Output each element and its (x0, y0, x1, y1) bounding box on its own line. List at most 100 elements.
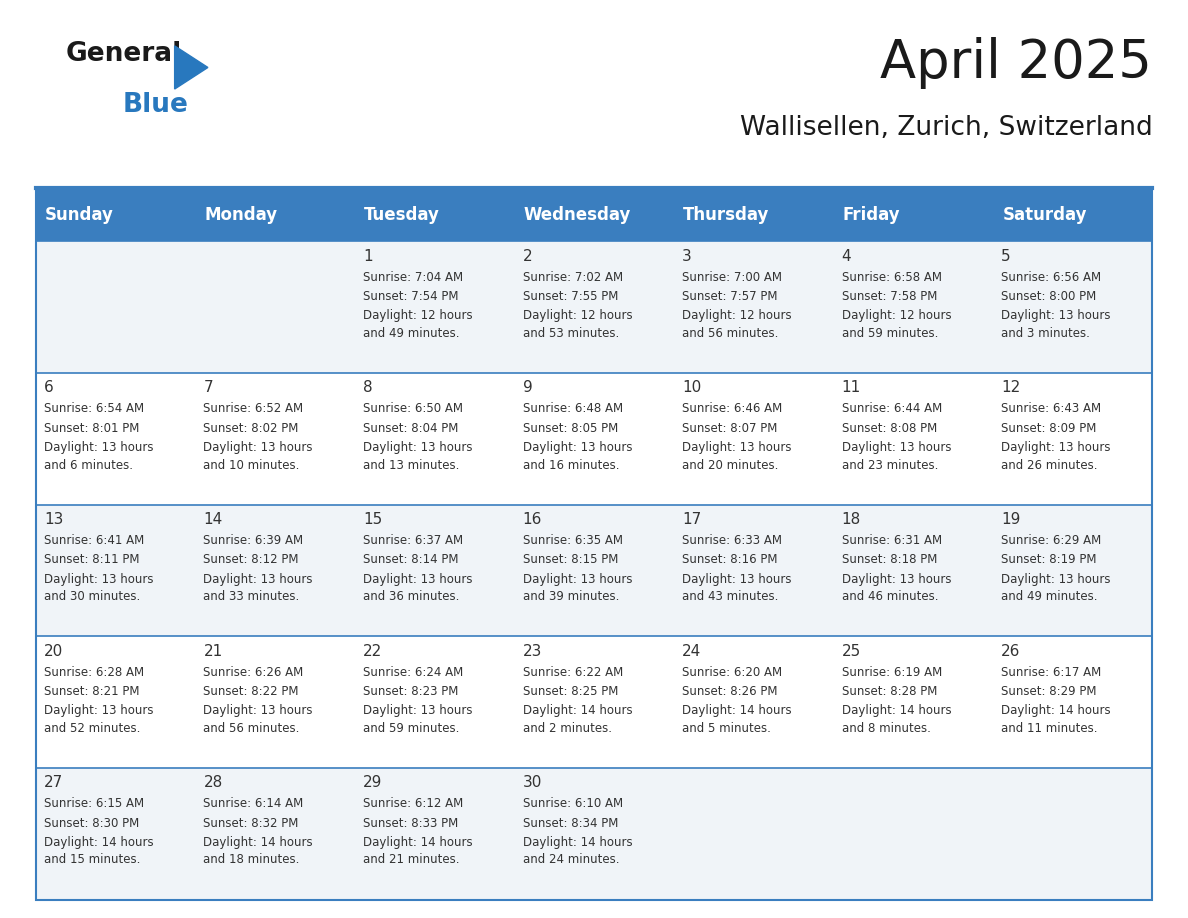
Text: Sunrise: 7:04 AM: Sunrise: 7:04 AM (364, 271, 463, 284)
Bar (195, 373, 355, 505)
Text: Daylight: 13 hours
and 26 minutes.: Daylight: 13 hours and 26 minutes. (1001, 441, 1111, 472)
Text: Daylight: 14 hours
and 11 minutes.: Daylight: 14 hours and 11 minutes. (1001, 704, 1111, 734)
Text: Sunrise: 6:35 AM: Sunrise: 6:35 AM (523, 534, 623, 547)
Text: Daylight: 13 hours
and 56 minutes.: Daylight: 13 hours and 56 minutes. (203, 704, 312, 734)
Text: Daylight: 13 hours
and 3 minutes.: Daylight: 13 hours and 3 minutes. (1001, 309, 1111, 340)
Text: Sunset: 8:32 PM: Sunset: 8:32 PM (203, 817, 299, 830)
Text: General: General (65, 41, 182, 67)
Text: Sunrise: 6:44 AM: Sunrise: 6:44 AM (841, 402, 942, 416)
Text: Sunset: 8:18 PM: Sunset: 8:18 PM (841, 554, 937, 566)
Text: Sunset: 8:21 PM: Sunset: 8:21 PM (44, 685, 139, 698)
Bar (674, 373, 833, 505)
Text: Sunset: 8:26 PM: Sunset: 8:26 PM (682, 685, 778, 698)
Bar (674, 768, 833, 900)
Text: Sunset: 8:14 PM: Sunset: 8:14 PM (364, 554, 459, 566)
Text: Sunrise: 6:52 AM: Sunrise: 6:52 AM (203, 402, 304, 416)
Text: Friday: Friday (842, 206, 901, 224)
Bar (36, 768, 195, 900)
Bar (36, 188, 1152, 900)
Text: Daylight: 12 hours
and 49 minutes.: Daylight: 12 hours and 49 minutes. (364, 309, 473, 340)
Text: Sunset: 8:12 PM: Sunset: 8:12 PM (203, 554, 299, 566)
Text: 24: 24 (682, 644, 701, 659)
Bar (833, 768, 993, 900)
Text: Daylight: 13 hours
and 39 minutes.: Daylight: 13 hours and 39 minutes. (523, 573, 632, 603)
Text: Daylight: 13 hours
and 59 minutes.: Daylight: 13 hours and 59 minutes. (364, 704, 473, 734)
Text: 29: 29 (364, 776, 383, 790)
Text: Sunset: 8:29 PM: Sunset: 8:29 PM (1001, 685, 1097, 698)
Bar (993, 241, 1152, 373)
Text: 16: 16 (523, 512, 542, 527)
Text: Daylight: 12 hours
and 53 minutes.: Daylight: 12 hours and 53 minutes. (523, 309, 632, 340)
Text: Sunset: 8:02 PM: Sunset: 8:02 PM (203, 421, 299, 435)
Text: Blue: Blue (122, 92, 188, 118)
Bar (195, 505, 355, 636)
Text: Daylight: 13 hours
and 30 minutes.: Daylight: 13 hours and 30 minutes. (44, 573, 153, 603)
Text: Sunrise: 6:50 AM: Sunrise: 6:50 AM (364, 402, 463, 416)
Text: Sunset: 8:07 PM: Sunset: 8:07 PM (682, 421, 777, 435)
Text: Sunrise: 6:29 AM: Sunrise: 6:29 AM (1001, 534, 1101, 547)
Bar (36, 373, 195, 505)
Text: Sunrise: 6:14 AM: Sunrise: 6:14 AM (203, 798, 304, 811)
Text: 27: 27 (44, 776, 63, 790)
Bar (514, 636, 674, 768)
Text: 21: 21 (203, 644, 222, 659)
Text: 22: 22 (364, 644, 383, 659)
Text: Sunset: 7:54 PM: Sunset: 7:54 PM (364, 290, 459, 303)
Text: 18: 18 (841, 512, 861, 527)
Text: 9: 9 (523, 380, 532, 396)
Text: Sunrise: 6:22 AM: Sunrise: 6:22 AM (523, 666, 623, 678)
Text: Sunrise: 6:10 AM: Sunrise: 6:10 AM (523, 798, 623, 811)
Bar (674, 505, 833, 636)
Bar (355, 636, 514, 768)
Polygon shape (175, 46, 208, 89)
Text: Daylight: 14 hours
and 2 minutes.: Daylight: 14 hours and 2 minutes. (523, 704, 632, 734)
Text: Daylight: 13 hours
and 20 minutes.: Daylight: 13 hours and 20 minutes. (682, 441, 791, 472)
Text: Sunset: 8:30 PM: Sunset: 8:30 PM (44, 817, 139, 830)
Bar (195, 768, 355, 900)
Text: 3: 3 (682, 249, 691, 263)
Text: Sunset: 8:08 PM: Sunset: 8:08 PM (841, 421, 937, 435)
Bar (674, 241, 833, 373)
Bar (993, 636, 1152, 768)
Text: Daylight: 13 hours
and 16 minutes.: Daylight: 13 hours and 16 minutes. (523, 441, 632, 472)
Text: 20: 20 (44, 644, 63, 659)
Bar (833, 241, 993, 373)
Bar (993, 373, 1152, 505)
Text: Sunrise: 6:56 AM: Sunrise: 6:56 AM (1001, 271, 1101, 284)
Text: Sunset: 8:15 PM: Sunset: 8:15 PM (523, 554, 618, 566)
Text: Sunset: 8:22 PM: Sunset: 8:22 PM (203, 685, 299, 698)
Text: Sunset: 8:11 PM: Sunset: 8:11 PM (44, 554, 139, 566)
Text: Sunset: 8:05 PM: Sunset: 8:05 PM (523, 421, 618, 435)
Text: Sunset: 7:58 PM: Sunset: 7:58 PM (841, 290, 937, 303)
Text: Sunset: 8:09 PM: Sunset: 8:09 PM (1001, 421, 1097, 435)
Text: Daylight: 13 hours
and 36 minutes.: Daylight: 13 hours and 36 minutes. (364, 573, 473, 603)
Bar (355, 373, 514, 505)
Bar (833, 373, 993, 505)
Text: Thursday: Thursday (683, 206, 770, 224)
Bar (195, 636, 355, 768)
Text: 15: 15 (364, 512, 383, 527)
Text: Sunset: 8:19 PM: Sunset: 8:19 PM (1001, 554, 1097, 566)
Bar (514, 373, 674, 505)
Text: Daylight: 14 hours
and 15 minutes.: Daylight: 14 hours and 15 minutes. (44, 836, 153, 867)
Text: 28: 28 (203, 776, 222, 790)
Text: Daylight: 13 hours
and 13 minutes.: Daylight: 13 hours and 13 minutes. (364, 441, 473, 472)
Text: Sunset: 8:28 PM: Sunset: 8:28 PM (841, 685, 937, 698)
Text: 23: 23 (523, 644, 542, 659)
Text: Sunrise: 6:24 AM: Sunrise: 6:24 AM (364, 666, 463, 678)
Bar (355, 768, 514, 900)
Text: Sunset: 8:33 PM: Sunset: 8:33 PM (364, 817, 459, 830)
Text: Daylight: 13 hours
and 46 minutes.: Daylight: 13 hours and 46 minutes. (841, 573, 952, 603)
Text: 12: 12 (1001, 380, 1020, 396)
Text: Sunrise: 6:39 AM: Sunrise: 6:39 AM (203, 534, 304, 547)
Bar (514, 505, 674, 636)
Bar (514, 241, 674, 373)
Text: Sunrise: 6:28 AM: Sunrise: 6:28 AM (44, 666, 144, 678)
Bar (36, 188, 1152, 241)
Text: Sunset: 7:57 PM: Sunset: 7:57 PM (682, 290, 778, 303)
Text: 2: 2 (523, 249, 532, 263)
Text: Sunrise: 6:46 AM: Sunrise: 6:46 AM (682, 402, 783, 416)
Bar (993, 505, 1152, 636)
Text: Sunrise: 6:41 AM: Sunrise: 6:41 AM (44, 534, 144, 547)
Text: Daylight: 13 hours
and 43 minutes.: Daylight: 13 hours and 43 minutes. (682, 573, 791, 603)
